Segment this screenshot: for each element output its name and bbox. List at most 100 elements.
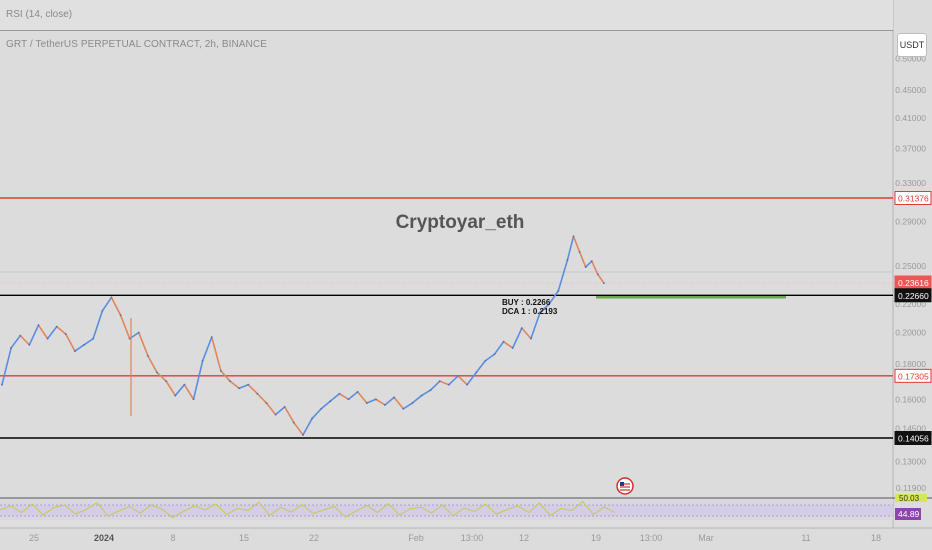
rsi-indicator-label[interactable]: RSI (14, close) <box>6 9 73 20</box>
price-point[interactable] <box>457 375 459 377</box>
price-point[interactable] <box>147 354 149 357</box>
price-segment[interactable] <box>192 359 204 401</box>
price-point[interactable] <box>438 380 441 383</box>
price-segment[interactable] <box>293 421 304 436</box>
price-point[interactable] <box>365 402 368 404</box>
price-segment[interactable] <box>566 235 575 261</box>
price-segment[interactable] <box>55 325 67 335</box>
price-segment[interactable] <box>411 394 423 404</box>
price-segment[interactable] <box>548 290 560 305</box>
price-point[interactable] <box>475 371 478 374</box>
price-point[interactable] <box>174 394 177 397</box>
price-segment[interactable] <box>265 402 277 416</box>
price-point[interactable] <box>165 380 168 383</box>
price-point[interactable] <box>119 314 122 317</box>
price-segment[interactable] <box>420 389 432 397</box>
price-segment[interactable] <box>457 375 468 386</box>
price-point[interactable] <box>156 371 158 374</box>
price-segment[interactable] <box>147 355 158 374</box>
price-point[interactable] <box>19 334 22 337</box>
price-point[interactable] <box>566 259 569 261</box>
price-segment[interactable] <box>530 311 541 340</box>
price-segment[interactable] <box>402 402 414 410</box>
price-segment[interactable] <box>274 406 286 416</box>
price-point[interactable] <box>356 391 359 393</box>
price-point[interactable] <box>329 400 332 403</box>
price-point[interactable] <box>74 350 76 352</box>
price-point[interactable] <box>55 325 58 328</box>
price-segment[interactable] <box>238 383 250 390</box>
price-segment[interactable] <box>578 251 587 268</box>
price-segment[interactable] <box>247 383 259 395</box>
price-point[interactable] <box>302 434 304 436</box>
price-segment[interactable] <box>438 380 450 386</box>
rsi-value-tag[interactable] <box>895 508 921 520</box>
price-segment[interactable] <box>183 383 195 401</box>
price-point[interactable] <box>447 383 450 386</box>
currency-button[interactable]: USDT <box>897 33 927 57</box>
price-segment[interactable] <box>375 398 386 406</box>
price-segment[interactable] <box>92 310 104 340</box>
price-segment[interactable] <box>83 337 94 346</box>
price-point[interactable] <box>83 343 85 346</box>
price-point[interactable] <box>548 303 551 306</box>
price-segment[interactable] <box>584 260 593 268</box>
price-segment[interactable] <box>320 400 332 410</box>
price-tag-box[interactable] <box>894 288 932 303</box>
price-point[interactable] <box>603 282 605 285</box>
price-point[interactable] <box>137 331 140 334</box>
price-segment[interactable] <box>493 340 505 356</box>
price-segment[interactable] <box>521 327 532 340</box>
price-point[interactable] <box>183 383 186 386</box>
price-point[interactable] <box>420 394 423 397</box>
price-segment[interactable] <box>28 324 40 346</box>
price-tag-box[interactable] <box>894 368 932 383</box>
price-point[interactable] <box>411 402 414 404</box>
price-segment[interactable] <box>511 327 523 349</box>
price-segment[interactable] <box>110 296 122 316</box>
price-segment[interactable] <box>19 334 31 346</box>
price-point[interactable] <box>402 407 405 410</box>
price-segment[interactable] <box>201 336 213 362</box>
price-segment[interactable] <box>502 340 514 349</box>
price-point[interactable] <box>283 405 286 408</box>
price-point[interactable] <box>256 392 259 395</box>
price-segment[interactable] <box>539 303 551 314</box>
price-point[interactable] <box>210 336 213 339</box>
price-point[interactable] <box>520 327 523 330</box>
price-tag-box[interactable] <box>894 191 932 205</box>
price-segment[interactable] <box>448 375 459 386</box>
price-point[interactable] <box>274 413 277 416</box>
price-point[interactable] <box>584 266 587 268</box>
price-point[interactable] <box>229 380 231 383</box>
price-segment[interactable] <box>210 336 222 372</box>
price-segment[interactable] <box>74 343 85 352</box>
price-segment[interactable] <box>311 407 323 420</box>
price-point[interactable] <box>265 402 268 404</box>
price-point[interactable] <box>596 273 599 276</box>
price-point[interactable] <box>247 383 250 386</box>
price-point[interactable] <box>110 296 113 299</box>
price-point[interactable] <box>502 340 505 343</box>
price-segment[interactable] <box>101 296 113 312</box>
price-segment[interactable] <box>384 396 395 406</box>
price-point[interactable] <box>128 337 131 340</box>
price-point[interactable] <box>530 337 532 340</box>
price-point[interactable] <box>484 359 487 362</box>
price-point[interactable] <box>238 387 241 390</box>
main-plot-area[interactable] <box>0 30 893 498</box>
price-segment[interactable] <box>302 417 313 436</box>
price-point[interactable] <box>384 404 386 406</box>
price-point[interactable] <box>46 337 49 340</box>
price-segment[interactable] <box>119 314 131 340</box>
rsi-line[interactable] <box>0 500 616 519</box>
price-segment[interactable] <box>165 380 177 397</box>
price-segment[interactable] <box>475 359 487 374</box>
price-segment[interactable] <box>283 406 295 424</box>
price-point[interactable] <box>101 310 104 312</box>
price-segment[interactable] <box>1 347 12 386</box>
price-segment[interactable] <box>329 392 341 402</box>
price-point[interactable] <box>37 324 40 327</box>
price-segment[interactable] <box>220 369 231 382</box>
